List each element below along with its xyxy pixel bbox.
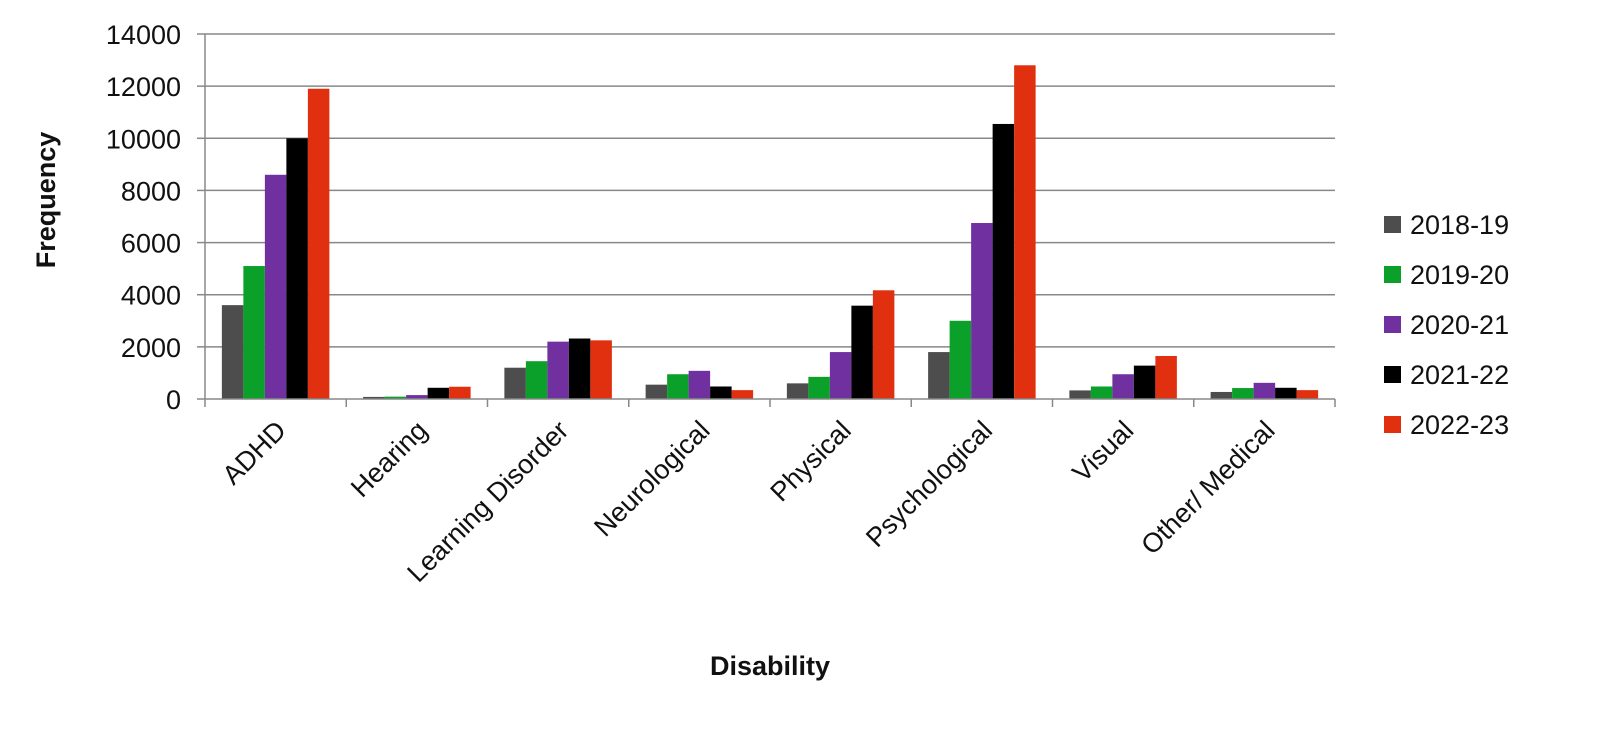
- bar-2018-19-ADHD: [221, 305, 244, 399]
- legend-swatch: [1384, 416, 1401, 433]
- y-tick-label: 6000: [121, 229, 181, 259]
- bar-2022-23-Other/ Medical: [1296, 390, 1319, 399]
- axes: [197, 33, 1336, 407]
- bar-2020-21-Other/ Medical: [1253, 382, 1276, 399]
- legend-swatch: [1384, 366, 1401, 383]
- bar-2019-20-Psychological: [949, 320, 972, 399]
- bars: [221, 65, 1319, 400]
- bar-2022-23-Learning Disorder: [590, 340, 612, 399]
- x-category-label: Visual: [1066, 415, 1139, 488]
- bar-2022-23-Psychological: [1014, 65, 1036, 400]
- y-tick-label: 14000: [106, 20, 181, 50]
- bar-2020-21-ADHD: [264, 174, 287, 399]
- x-category-label: Psychological: [860, 415, 998, 553]
- bar-2021-22-Visual: [1133, 365, 1156, 399]
- legend-label: 2018-19: [1410, 210, 1509, 240]
- bar-2020-21-Visual: [1112, 374, 1134, 399]
- bar-2022-23-Hearing: [449, 386, 471, 399]
- bar-2018-19-Physical: [786, 383, 809, 399]
- bar-2018-19-Neurological: [645, 384, 668, 399]
- bar-2018-19-Visual: [1069, 390, 1091, 399]
- gridlines: [205, 33, 1335, 348]
- bar-2022-23-Visual: [1155, 355, 1177, 399]
- bar-2020-21-Physical: [829, 352, 852, 399]
- bar-2020-21-Learning Disorder: [547, 341, 569, 399]
- x-category-label: ADHD: [217, 415, 292, 490]
- y-tick-label: 0: [166, 385, 181, 415]
- legend: 2018-19 2019-20 2020-21 2021-22 2022-23: [1384, 210, 1509, 440]
- bar-2018-19-Psychological: [928, 352, 950, 399]
- y-tick-label: 12000: [106, 72, 181, 102]
- bar-2019-20-Hearing: [384, 396, 407, 399]
- y-axis-title: Frequency: [31, 132, 61, 269]
- legend-swatch: [1384, 316, 1401, 333]
- x-category-label: Other/ Medical: [1135, 415, 1280, 560]
- bar-2021-22-Hearing: [427, 387, 450, 399]
- x-axis-title: Disability: [710, 651, 830, 681]
- bar-2021-22-Learning Disorder: [568, 338, 591, 399]
- y-tick-label: 4000: [121, 281, 181, 311]
- bar-2019-20-Learning Disorder: [525, 361, 548, 399]
- x-category-label: Physical: [765, 415, 857, 507]
- y-tick-label: 10000: [106, 124, 181, 154]
- bar-2018-19-Other/ Medical: [1210, 391, 1233, 399]
- bar-2019-20-Physical: [808, 376, 830, 399]
- bar-2018-19-Learning Disorder: [504, 367, 526, 399]
- x-category-label: Hearing: [345, 415, 433, 503]
- y-tick-label: 2000: [121, 333, 181, 363]
- x-category-label: Neurological: [588, 415, 715, 542]
- bar-2021-22-ADHD: [286, 138, 308, 400]
- bar-2021-22-Physical: [851, 305, 873, 399]
- bar-2021-22-Other/ Medical: [1275, 387, 1297, 399]
- legend-label: 2021-22: [1410, 360, 1509, 390]
- bar-2020-21-Psychological: [971, 223, 993, 399]
- bar-2021-22-Psychological: [992, 123, 1015, 400]
- bar-2022-23-Physical: [872, 290, 895, 399]
- legend-label: 2022-23: [1410, 410, 1509, 440]
- bar-2019-20-Neurological: [667, 374, 689, 399]
- legend-swatch: [1384, 216, 1401, 233]
- bar-2021-22-Neurological: [710, 386, 732, 399]
- legend-label: 2019-20: [1410, 260, 1509, 290]
- bar-2022-23-ADHD: [307, 88, 330, 399]
- y-axis-tick-labels: 0 2000 4000 6000 8000 10000 12000 14000: [106, 20, 181, 415]
- bar-2020-21-Hearing: [406, 395, 428, 399]
- bar-2020-21-Neurological: [688, 370, 711, 399]
- bar-2019-20-Other/ Medical: [1232, 388, 1254, 399]
- bar-2022-23-Neurological: [731, 390, 754, 399]
- bar-2019-20-ADHD: [243, 266, 265, 399]
- legend-swatch: [1384, 266, 1401, 283]
- y-tick-label: 8000: [121, 176, 181, 206]
- bar-2018-19-Hearing: [363, 396, 385, 399]
- legend-label: 2020-21: [1410, 310, 1509, 340]
- bar-2019-20-Visual: [1090, 386, 1113, 399]
